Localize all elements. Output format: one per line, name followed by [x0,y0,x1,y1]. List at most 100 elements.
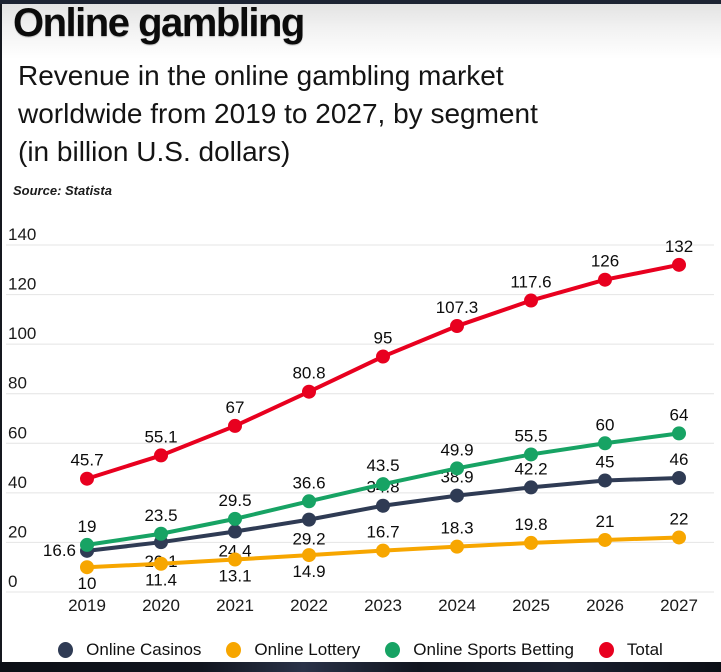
data-point-total-2021 [228,418,242,433]
data-point-label: 67 [226,398,245,417]
legend-dot-total [598,642,614,658]
data-point-label: 107.3 [436,298,479,317]
data-point-total-2019 [80,471,94,486]
data-point-label: 55.1 [144,427,177,446]
data-point-label: 117.6 [510,273,551,292]
data-point-label: 45.7 [70,451,103,470]
data-point-label: 126 [591,252,619,271]
y-axis-tick-label: 20 [8,522,27,541]
legend-dot-online-casinos [58,642,74,658]
data-point-label: 19.8 [514,515,547,534]
data-point-label: 46 [670,450,689,469]
data-point-label: 23.5 [144,506,177,525]
x-axis-tick-label: 2022 [290,596,328,615]
data-point-online-casinos-2026 [598,473,612,488]
x-axis-tick-label: 2019 [68,596,106,615]
legend-dot-online-sports-betting [385,642,401,658]
data-point-total-2026 [598,272,612,287]
data-point-online-sports-betting-2024 [450,461,464,476]
y-axis-tick-label: 0 [8,572,17,591]
y-axis-tick-label: 80 [8,374,27,393]
data-point-online-sports-betting-2019 [80,537,94,552]
data-point-label: 55.5 [514,426,547,445]
data-point-label: 64 [670,405,689,424]
data-point-online-lottery-2022 [302,548,316,563]
data-point-online-casinos-2021 [228,524,242,539]
data-point-label: 29.2 [292,530,325,549]
legend-item-total: Total [598,640,663,660]
x-axis-tick-label: 2027 [660,596,698,615]
data-point-label: 38.9 [440,468,473,487]
x-axis-tick-label: 2023 [364,596,402,615]
data-point-online-lottery-2019 [80,560,94,575]
data-point-online-casinos-2022 [302,512,316,527]
data-point-online-casinos-2027 [672,470,686,485]
source-attribution: Source: Statista [13,183,112,198]
legend-label: Online Lottery [254,640,361,659]
data-point-label: 11.4 [145,571,177,590]
data-point-online-casinos-2025 [524,480,538,495]
data-point-online-sports-betting-2023 [376,477,390,492]
legend-item-online-lottery: Online Lottery [226,640,360,660]
data-point-online-sports-betting-2025 [524,447,538,462]
chart-subtitle: Revenue in the online gambling market wo… [18,57,538,171]
data-point-label: 14.9 [292,562,325,581]
subtitle-line-2: worldwide from 2019 to 2027, by segment [18,98,538,129]
data-point-label: 21 [596,512,615,531]
y-axis-tick-label: 40 [8,473,27,492]
y-axis-tick-label: 120 [8,275,36,294]
y-axis-tick-label: 100 [8,324,36,343]
y-axis-tick-label: 60 [8,423,27,442]
data-point-online-sports-betting-2021 [228,511,242,526]
data-point-total-2025 [524,293,538,308]
legend-label: Online Casinos [86,640,202,659]
data-point-label: 45 [596,452,615,471]
data-point-online-casinos-2024 [450,488,464,503]
data-point-label: 60 [596,415,615,434]
x-axis-tick-label: 2020 [142,596,180,615]
top-accent-bar [0,0,721,4]
data-point-total-2023 [376,349,390,364]
legend-dot-online-lottery [226,642,242,658]
x-axis-tick-label: 2025 [512,596,550,615]
subtitle-line-1: Revenue in the online gambling market [18,60,504,91]
data-point-online-lottery-2020 [154,556,168,571]
legend-item-online-casinos: Online Casinos [58,640,201,660]
data-point-label: 16.7 [366,523,399,542]
data-point-online-sports-betting-2022 [302,494,316,509]
data-point-label: 132 [665,237,693,256]
header-background [0,4,721,59]
data-point-online-sports-betting-2027 [672,426,686,441]
data-point-online-lottery-2024 [450,539,464,554]
legend-label: Total [626,640,663,659]
data-point-total-2022 [302,384,316,399]
data-point-label: 43.5 [366,456,399,475]
data-point-total-2024 [450,319,464,334]
y-axis-tick-label: 140 [8,225,36,244]
data-point-online-lottery-2021 [228,552,242,567]
x-axis-tick-label: 2026 [586,596,624,615]
x-axis-tick-label: 2021 [216,596,254,615]
page-left-border [0,0,2,672]
data-point-label: 49.9 [440,440,473,459]
data-point-label: 95 [374,329,393,348]
data-point-online-sports-betting-2020 [154,526,168,541]
data-point-label: 80.8 [292,364,325,383]
legend-label: Online Sports Betting [413,640,574,659]
bottom-accent-bar [0,662,721,672]
data-point-label: 10 [78,574,97,593]
data-point-online-lottery-2023 [376,543,390,558]
data-point-label: 36.6 [292,473,325,492]
legend: Online Casinos Online Lottery Online Sport… [0,637,721,663]
data-point-online-lottery-2025 [524,535,538,550]
data-point-label: 42.2 [514,459,547,478]
x-axis-tick-label: 2024 [438,596,476,615]
data-point-label: 22 [670,509,689,528]
data-point-label: 16.6 [43,541,76,560]
legend-item-online-sports-betting: Online Sports Betting [385,640,574,660]
data-point-online-lottery-2027 [672,530,686,545]
data-point-total-2027 [672,257,686,272]
data-point-total-2020 [154,448,168,463]
data-point-label: 24.4 [218,542,251,561]
